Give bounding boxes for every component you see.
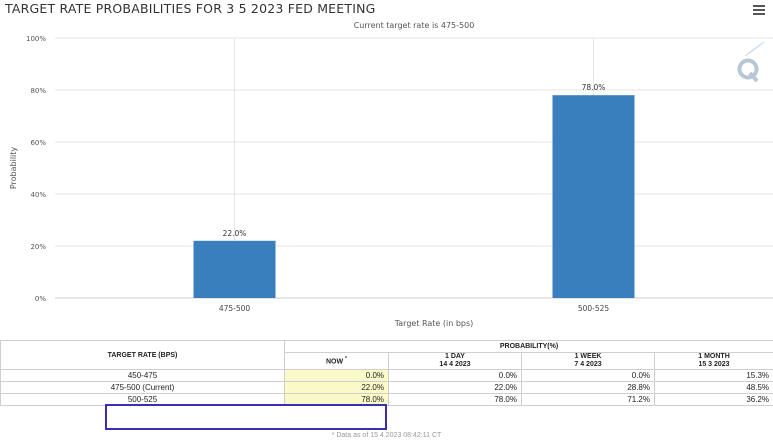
header-1-month-date: 15 3 2023 (698, 361, 730, 368)
y-tick-label: 20% (30, 243, 46, 251)
cell-1-month: 36.2% (653, 393, 773, 406)
x-tick-label: 475-500 (219, 304, 251, 313)
cell-1-week: 28.8% (521, 381, 655, 394)
bar (193, 240, 276, 298)
y-tick-label: 60% (30, 139, 46, 147)
x-axis-title: Target Rate (in bps) (394, 319, 474, 328)
probability-table-container: TARGET RATE (BPS) PROBABILITY(%) NOW * 1… (0, 340, 773, 406)
q-logo-icon (737, 41, 765, 83)
chart-subtitle: Current target rate is 475-500 (354, 21, 475, 30)
header-1-week: 1 WEEK 7 4 2023 (521, 352, 655, 370)
table-row: 475-500 (Current) 22.0% 22.0% 28.8% 48.5… (0, 381, 773, 394)
header-now-label: NOW (325, 358, 344, 366)
header-1-day-label: 1 DAY (445, 353, 465, 360)
header-1-day: 1 DAY 14 4 2023 (388, 352, 522, 370)
y-axis-title: Probability (9, 147, 18, 190)
cell-now: 22.0% (284, 381, 389, 394)
probability-table: TARGET RATE (BPS) PROBABILITY(%) NOW * 1… (0, 340, 773, 406)
header-1-week-label: 1 WEEK (574, 353, 602, 360)
x-tick-label: 500-525 (578, 304, 610, 313)
header-now: NOW * (284, 352, 389, 370)
header-probability: PROBABILITY(%) (283, 340, 773, 353)
header-target-rate: TARGET RATE (BPS) (0, 340, 285, 370)
cell-1-day: 78.0% (388, 393, 522, 406)
page-title: TARGET RATE PROBABILITIES FOR 3 5 2023 F… (5, 1, 376, 16)
y-tick-label: 0% (35, 295, 46, 303)
cell-1-week: 0.0% (521, 369, 655, 382)
header-1-day-date: 14 4 2023 (439, 361, 471, 368)
logo-tail (748, 71, 759, 83)
probability-bar-chart: Current target rate is 475-500 0% 20% 40% 60… (9, 21, 773, 328)
hamburger-menu-icon[interactable] (753, 5, 765, 17)
logo-ring (737, 58, 759, 80)
cell-1-month: 48.5% (653, 381, 773, 394)
data-timestamp-note: * Data as of 15 4 2023 08:42:11 CT (331, 432, 442, 439)
cell-now: 0.0% (284, 369, 389, 382)
y-tick-label: 40% (30, 191, 46, 199)
header-1-month-label: 1 MONTH (698, 353, 730, 360)
cell-1-day: 0.0% (388, 369, 522, 382)
cell-rate: 475-500 (Current) (0, 381, 285, 394)
y-tick-label: 80% (30, 87, 46, 95)
cell-rate: 450-475 (0, 369, 285, 382)
header-1-week-date: 7 4 2023 (574, 361, 602, 368)
table-row: 450-475 0.0% 0.0% 0.0% 15.3% (0, 369, 773, 382)
data-label: 22.0% (223, 229, 247, 238)
highlight-box (105, 404, 387, 430)
data-label: 78.0% (582, 83, 606, 92)
header-now-asterisk: * (345, 356, 347, 363)
bar (552, 95, 635, 298)
table-row: 500-525 78.0% 78.0% 71.2% 36.2% (0, 393, 773, 406)
header-1-month: 1 MONTH 15 3 2023 (653, 352, 773, 370)
logo-stroke (756, 41, 765, 48)
y-tick-label: 100% (26, 35, 46, 43)
cell-now: 78.0% (284, 393, 389, 406)
cell-rate: 500-525 (0, 393, 285, 406)
cell-1-month: 15.3% (653, 369, 773, 382)
cell-1-week: 71.2% (521, 393, 655, 406)
cell-1-day: 22.0% (388, 381, 522, 394)
